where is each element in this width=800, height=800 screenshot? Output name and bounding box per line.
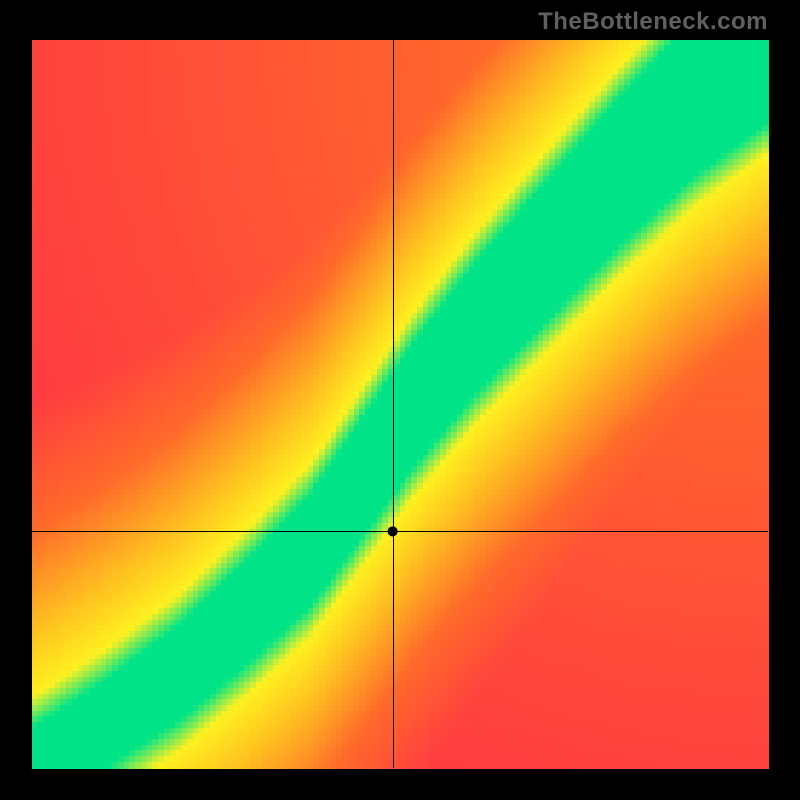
watermark-label: TheBottleneck.com xyxy=(538,8,768,36)
chart-frame: { "watermark": { "text": "TheBottleneck.… xyxy=(0,0,800,800)
bottleneck-heatmap xyxy=(0,0,800,800)
